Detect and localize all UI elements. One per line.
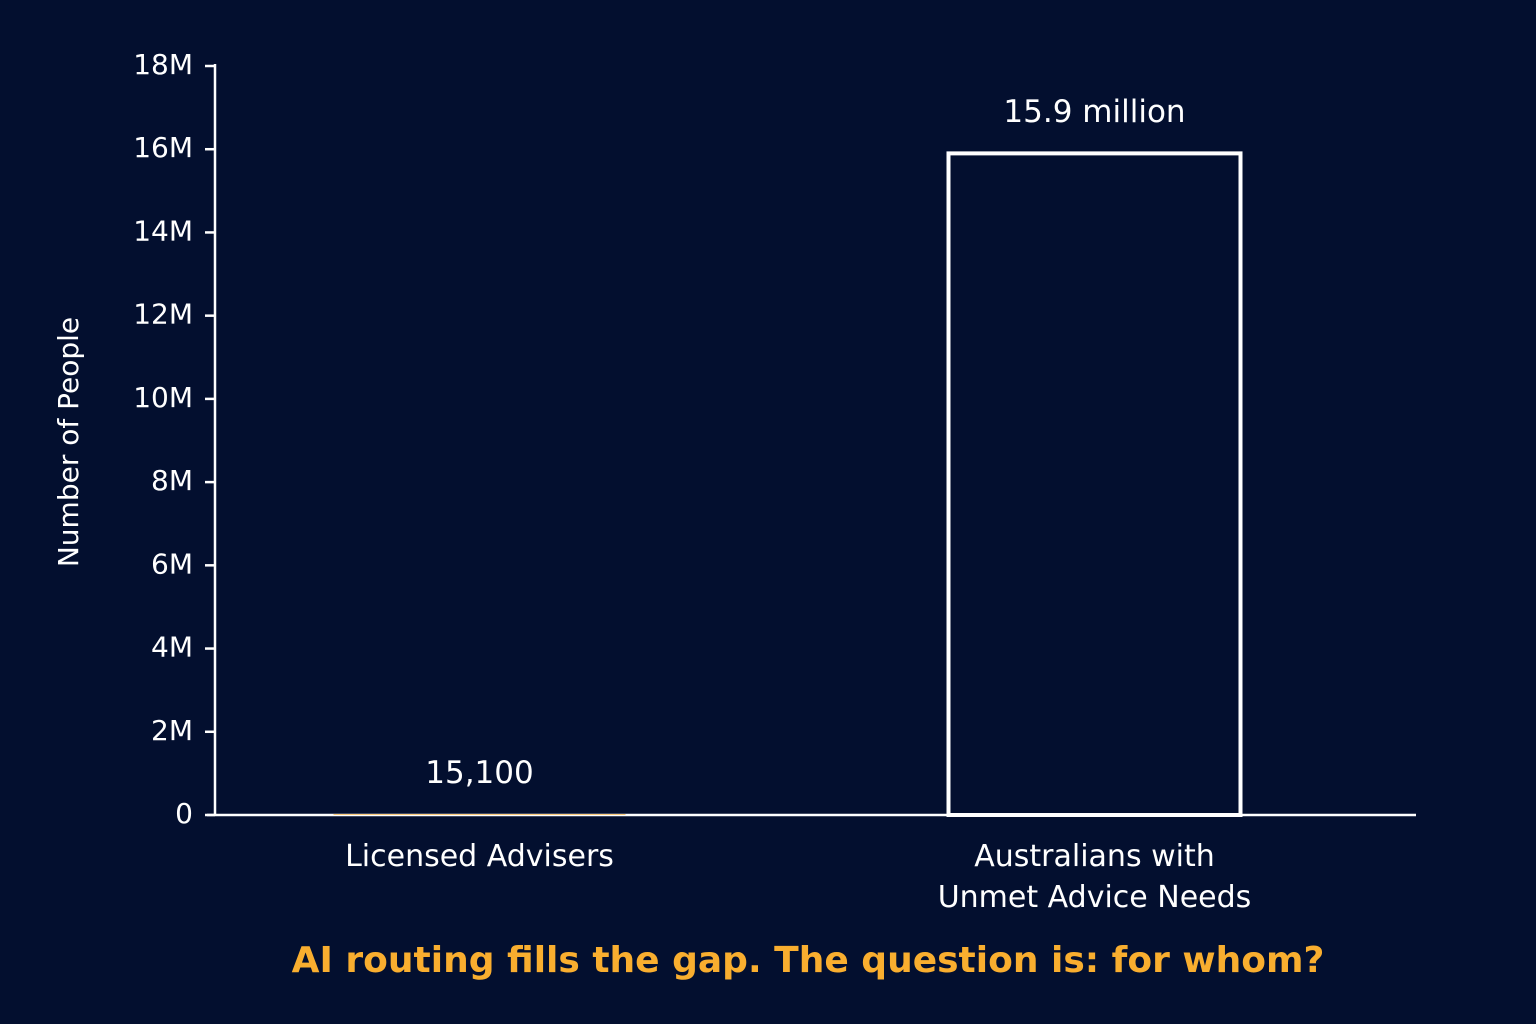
y-tick-label: 4M	[151, 631, 193, 664]
y-tick-label: 10M	[133, 381, 193, 414]
bar	[946, 151, 1243, 817]
bar	[333, 814, 626, 815]
y-tick-label: 0	[175, 797, 193, 830]
value-label: 15,100	[425, 755, 533, 791]
y-tick-label: 18M	[133, 48, 193, 81]
y-tick-label: 14M	[133, 214, 193, 247]
y-axis-label: Number of People	[52, 317, 85, 567]
x-tick-label: Australians with Unmet Advice Needs	[937, 839, 1252, 915]
y-tick-label: 12M	[133, 298, 193, 331]
y-tick-label: 2M	[151, 714, 193, 747]
y-tick-label: 8M	[151, 464, 193, 497]
y-tick-label: 16M	[133, 131, 193, 164]
caption: AI routing fills the gap. The question i…	[291, 940, 1325, 981]
y-tick-label: 6M	[151, 547, 193, 580]
value-label: 15.9 million	[1003, 94, 1185, 130]
x-tick-label: Licensed Advisers	[345, 839, 614, 874]
